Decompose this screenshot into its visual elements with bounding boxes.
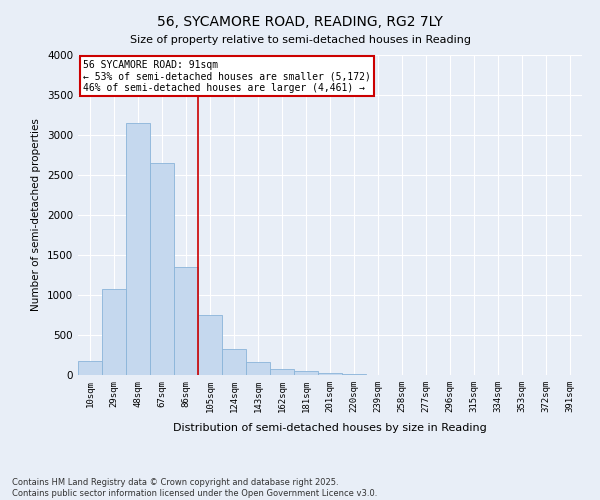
Bar [222,350,246,375]
Y-axis label: Number of semi-detached properties: Number of semi-detached properties [31,118,41,312]
Text: Size of property relative to semi-detached houses in Reading: Size of property relative to semi-detach… [130,35,470,45]
Bar [78,360,102,375]
Bar [342,374,366,375]
Text: 56, SYCAMORE ROAD, READING, RG2 7LY: 56, SYCAMORE ROAD, READING, RG2 7LY [157,15,443,29]
Bar [102,288,126,375]
Bar [150,163,174,375]
Bar [318,372,342,375]
X-axis label: Distribution of semi-detached houses by size in Reading: Distribution of semi-detached houses by … [173,423,487,433]
Bar [126,123,150,375]
Bar [198,315,222,375]
Bar [270,369,294,375]
Bar [246,362,270,375]
Bar [174,267,198,375]
Bar [294,371,318,375]
Text: 56 SYCAMORE ROAD: 91sqm
← 53% of semi-detached houses are smaller (5,172)
46% of: 56 SYCAMORE ROAD: 91sqm ← 53% of semi-de… [83,60,371,93]
Text: Contains HM Land Registry data © Crown copyright and database right 2025.
Contai: Contains HM Land Registry data © Crown c… [12,478,377,498]
